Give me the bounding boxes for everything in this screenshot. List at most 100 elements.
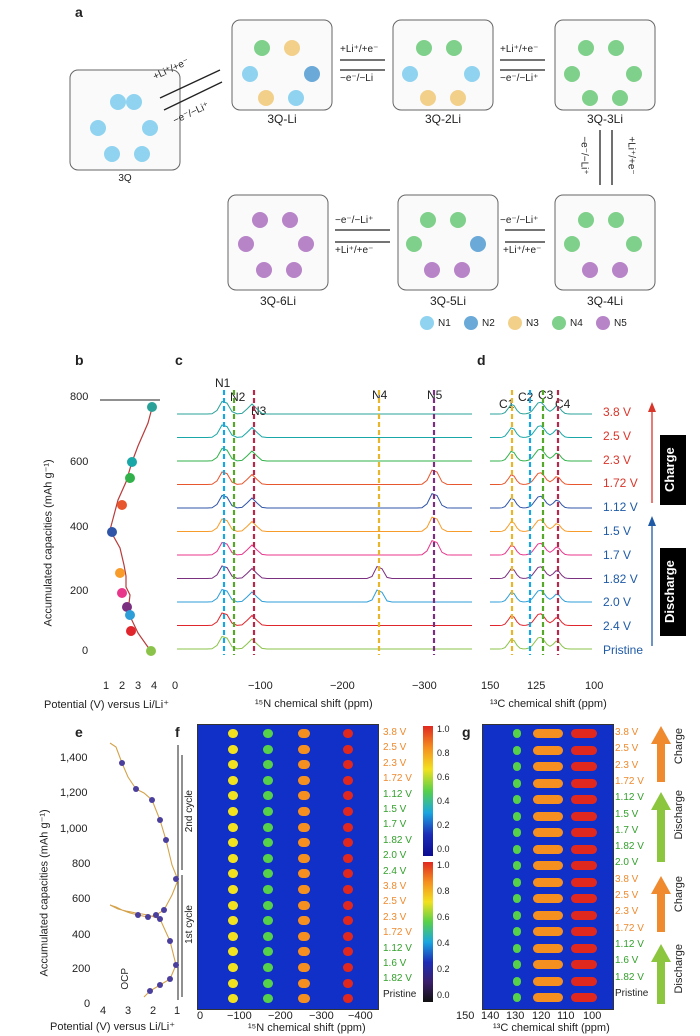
- g-heat-spot: [571, 729, 597, 738]
- f-scale-1-tick: 0.0: [437, 844, 450, 854]
- g-heat-spot: [571, 844, 597, 854]
- g-side-charge-2: Charge: [673, 876, 685, 913]
- f-scale-1-tick: 0.2: [437, 820, 450, 830]
- e-ytick-400: 400: [72, 929, 91, 941]
- d-spectrum-trace: [490, 519, 592, 532]
- molecule-label-3q-li: 3Q-Li: [267, 112, 297, 126]
- f-heat-spot: [263, 760, 273, 770]
- g-voltage-label: 3.8 V: [615, 727, 639, 738]
- d-voltage-label: 2.4 V: [603, 619, 632, 634]
- f-heat-spot: [228, 838, 238, 848]
- arrow-6-forward-label: +Li⁺/+e⁻: [335, 245, 374, 256]
- g-voltage-label: 2.3 V: [615, 759, 639, 771]
- g-heat-spot: [571, 993, 597, 1002]
- f-heat-spot: [228, 963, 238, 972]
- f-heat-spot: [343, 978, 353, 988]
- f-heat-spot: [343, 885, 353, 894]
- f-heat-spot: [298, 791, 310, 801]
- g-heat-spot: [513, 976, 521, 986]
- c-xtick-100: −100: [248, 680, 273, 692]
- f-heat-spot: [343, 791, 353, 801]
- f-heat-spot: [343, 729, 353, 738]
- arrow-5-forward-label: +Li⁺/+e⁻: [503, 245, 542, 256]
- g-voltage-label: 2.3 V: [615, 906, 639, 918]
- panel-c-xlabel: ¹⁵N chemical shift (ppm): [255, 698, 373, 710]
- g-heat-spot: [533, 729, 563, 738]
- f-heat-spot: [298, 729, 310, 738]
- g-heat-spot: [571, 976, 597, 986]
- f-heat-spot: [298, 978, 310, 988]
- f-voltage-label: Pristine: [383, 988, 417, 1000]
- g-heat-spot: [513, 894, 521, 903]
- f-voltage-label: 1.82 V: [383, 834, 412, 846]
- f-heat-spot: [228, 869, 238, 879]
- f-heat-spot: [263, 744, 273, 754]
- c-xtick-300: −300: [412, 680, 437, 692]
- f-voltage-label: 1.7 V: [383, 819, 407, 831]
- g-heat-spot: [513, 960, 521, 969]
- b-xtick-1: 1: [103, 680, 110, 692]
- legend-n1: N1: [420, 316, 451, 330]
- f-voltage-label: 2.3 V: [383, 757, 407, 769]
- panel-g-xlabel: ¹³C chemical shift (ppm): [493, 1022, 610, 1034]
- f-heat-spot: [298, 900, 310, 910]
- e-ytick-600: 600: [72, 893, 91, 905]
- c-spectrum-trace: [177, 424, 472, 438]
- f-voltage-label: 1.12 V: [383, 788, 412, 800]
- f-heat-spot: [343, 744, 353, 754]
- d-spectrum-trace: [490, 542, 592, 556]
- f-heat-spot: [228, 900, 238, 910]
- g-side-charge-1: Charge: [673, 728, 685, 765]
- f-voltage-label: 1.82 V: [383, 973, 412, 985]
- molecule-3q-6li: [227, 194, 329, 291]
- d-xtick-150: 150: [481, 680, 500, 692]
- d-spectrum-trace: [490, 448, 592, 462]
- panel-a-label: a: [75, 4, 83, 20]
- f-heat-spot: [263, 947, 273, 957]
- f-scale-1-tick: 0.6: [437, 772, 450, 782]
- f-heat-spot: [298, 963, 310, 972]
- b-ytick-0: 0: [82, 645, 89, 657]
- molecule-label-3q-3li: 3Q-3Li: [586, 112, 624, 126]
- panel-f-heatmap: [197, 724, 379, 1010]
- e-ytick-1000: 1,000: [60, 823, 88, 835]
- d-xtick-100: 100: [585, 680, 604, 692]
- f-voltage-label: 2.5 V: [383, 896, 407, 908]
- panel-b-xlabel: Potential (V) versus Li/Li⁺: [44, 699, 170, 711]
- c-spectrum-trace: [177, 540, 472, 556]
- f-xtick-300: −300: [309, 1010, 334, 1022]
- c-peak-n1: N1: [215, 376, 231, 390]
- d-spectrum-trace: [490, 636, 592, 650]
- f-heat-spot: [228, 760, 238, 770]
- f-scale-2-tick: 0.2: [437, 964, 450, 974]
- g-heat-spot: [571, 745, 597, 755]
- arrow-3-forward-label: +Li⁺/+e⁻: [500, 44, 539, 55]
- g-voltage-label: 1.72 V: [615, 775, 644, 787]
- f-voltage-label: 1.72 V: [383, 927, 412, 939]
- molecule-3q-5li: [397, 194, 499, 291]
- g-xtick-120: 120: [532, 1010, 551, 1022]
- arrow-3-reverse-label: −e⁻/−Li⁺: [500, 73, 539, 84]
- b-ytick-200: 200: [70, 585, 89, 597]
- e-xtick-3: 3: [125, 1005, 132, 1017]
- d-voltage-label: 1.82 V: [603, 571, 638, 586]
- panel-d-label: d: [477, 352, 486, 368]
- g-heat-spot: [513, 861, 521, 870]
- g-heat-spot: [513, 729, 521, 738]
- b-ytick-800: 800: [70, 391, 89, 403]
- f-scale-2-tick: 0.8: [437, 886, 450, 896]
- e-ytick-200: 200: [72, 963, 91, 975]
- f-heat-spot: [263, 900, 273, 910]
- first-cycle-label: 1st cycle: [184, 905, 195, 944]
- g-voltage-label: 1.5 V: [615, 808, 639, 820]
- f-heat-spot: [228, 916, 238, 926]
- molecule-label-3q: 3Q: [118, 173, 132, 184]
- molecule-3q-2li: [392, 19, 494, 111]
- e-xtick-1: 1: [174, 1005, 181, 1017]
- f-heat-spot: [298, 853, 310, 863]
- panel-f-label: f: [175, 724, 180, 740]
- g-heat-spot: [513, 927, 521, 936]
- legend-n2: N2: [464, 316, 495, 330]
- f-heat-spot: [298, 869, 310, 879]
- d-voltage-label: 1.5 V: [603, 524, 632, 538]
